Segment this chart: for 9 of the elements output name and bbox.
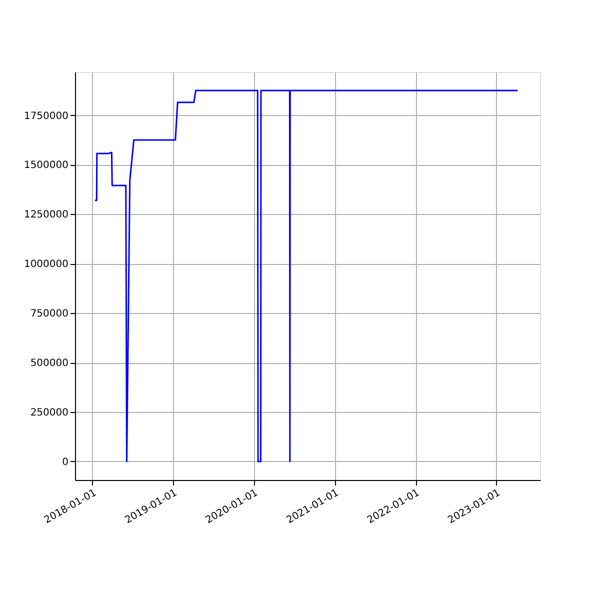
- y-tick-label: 1000000: [24, 259, 68, 270]
- y-tick-label: 0: [62, 456, 68, 468]
- y-tick-label: 500000: [30, 358, 68, 370]
- y-tick-label: 250000: [30, 408, 68, 418]
- y-tick-label: 750000: [30, 308, 68, 320]
- y-tick-label: 1250000: [24, 210, 68, 221]
- y-tick-label: 1750000: [24, 110, 68, 122]
- y-tick-label: 1500000: [24, 160, 68, 172]
- line-series: [94, 90, 518, 462]
